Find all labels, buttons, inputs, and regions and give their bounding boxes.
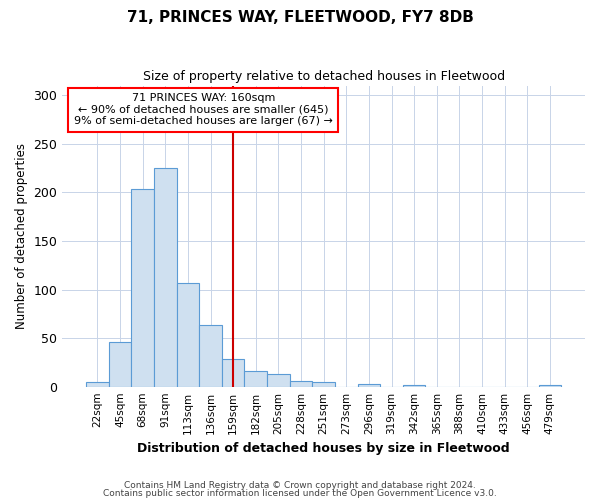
Text: Contains HM Land Registry data © Crown copyright and database right 2024.: Contains HM Land Registry data © Crown c… [124,481,476,490]
Title: Size of property relative to detached houses in Fleetwood: Size of property relative to detached ho… [143,70,505,83]
Bar [109,342,131,386]
Text: 71, PRINCES WAY, FLEETWOOD, FY7 8DB: 71, PRINCES WAY, FLEETWOOD, FY7 8DB [127,10,473,25]
Text: Contains public sector information licensed under the Open Government Licence v3: Contains public sector information licen… [103,488,497,498]
Bar [86,382,109,386]
Text: 71 PRINCES WAY: 160sqm
← 90% of detached houses are smaller (645)
9% of semi-det: 71 PRINCES WAY: 160sqm ← 90% of detached… [74,93,333,126]
Bar [154,168,176,386]
Bar [199,326,222,386]
Y-axis label: Number of detached properties: Number of detached properties [15,143,28,329]
Bar [539,384,561,386]
Bar [131,188,154,386]
Bar [244,371,267,386]
X-axis label: Distribution of detached houses by size in Fleetwood: Distribution of detached houses by size … [137,442,510,455]
Bar [267,374,290,386]
Bar [313,382,335,386]
Bar [403,384,425,386]
Bar [222,358,244,386]
Bar [290,381,313,386]
Bar [358,384,380,386]
Bar [176,282,199,387]
